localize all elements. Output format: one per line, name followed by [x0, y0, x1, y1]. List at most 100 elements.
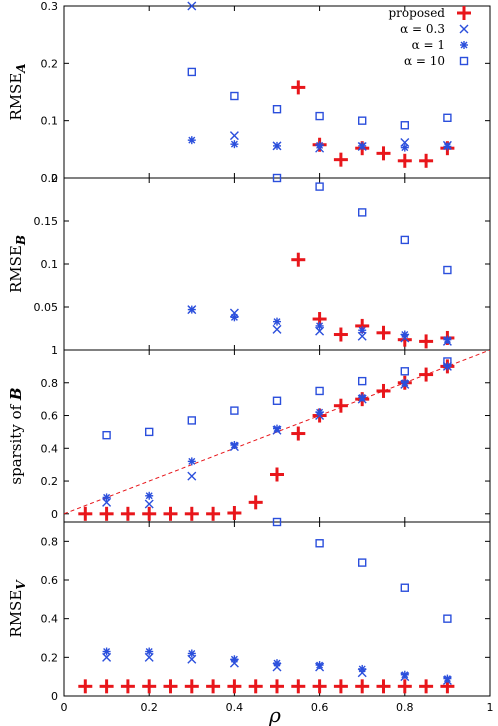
- point-proposed: [99, 679, 114, 694]
- legend-label-alpha-0.3: α = 0.3: [400, 22, 445, 36]
- point--10: [443, 113, 452, 123]
- point--10: [400, 367, 409, 376]
- point--1: [230, 140, 239, 149]
- point--1: [145, 647, 154, 656]
- point-proposed: [376, 383, 391, 398]
- point--0.3: [187, 1, 197, 11]
- point--1: [443, 674, 452, 683]
- point--1: [315, 408, 324, 417]
- y-tick-label: 0.8: [41, 535, 59, 548]
- y-tick-label: 0: [51, 508, 58, 521]
- point--1: [443, 142, 452, 151]
- series-proposed: [78, 359, 455, 521]
- point--1: [358, 141, 367, 150]
- point-proposed: [291, 426, 306, 441]
- point--1: [230, 441, 239, 450]
- point--1: [400, 670, 409, 679]
- legend-label-alpha-10: α = 10: [404, 54, 445, 68]
- point--10: [187, 67, 197, 77]
- point-proposed: [419, 679, 434, 694]
- point-proposed: [120, 506, 135, 521]
- point--10: [443, 357, 452, 366]
- x-tick-label: 0.8: [396, 701, 414, 714]
- point-proposed: [270, 679, 284, 694]
- panel-frame: [63, 521, 491, 697]
- point-proposed: [163, 679, 178, 694]
- point-proposed: [333, 152, 348, 167]
- y-axis-label: sparsity of B: [7, 387, 25, 484]
- point--1: [273, 141, 281, 150]
- point--10: [315, 386, 324, 396]
- y-tick-label: 0.6: [41, 410, 59, 423]
- point-proposed: [291, 679, 306, 694]
- reference-diagonal: [64, 350, 490, 515]
- legend-marker--1: [460, 41, 468, 49]
- x-tick-label: 0.4: [226, 701, 244, 714]
- point--10: [272, 396, 282, 405]
- point--1: [400, 378, 409, 387]
- point--1: [358, 393, 367, 402]
- y-tick-label: 0.1: [41, 115, 59, 128]
- y-tick-label: 0.8: [41, 377, 59, 390]
- x-tick-label: 0.6: [311, 701, 329, 714]
- series--1: [187, 136, 452, 152]
- y-axis-label: RMSEA: [7, 63, 28, 120]
- point-proposed: [333, 398, 348, 413]
- series-proposed: [78, 679, 455, 694]
- point--1: [358, 326, 367, 335]
- point-proposed: [184, 506, 199, 521]
- series--1: [187, 305, 452, 344]
- point--1: [145, 491, 154, 500]
- point--1: [187, 457, 196, 466]
- point--10: [272, 517, 282, 527]
- y-tick-label: 1: [51, 344, 58, 357]
- panel-4: 0 0.2 0.4 0.6 0.8 RMSEV: [7, 517, 491, 703]
- y-tick-label: 0.2: [41, 172, 59, 185]
- legend-marker--0.3: [459, 24, 469, 34]
- legend-label-alpha-1: α = 1: [412, 38, 445, 52]
- point--1: [230, 655, 239, 664]
- point--10: [272, 104, 282, 114]
- point--1: [400, 330, 409, 339]
- y-tick-label: 0.6: [41, 574, 59, 587]
- x-axis-label: ρ: [268, 703, 281, 726]
- point--10: [230, 91, 239, 101]
- series--1: [102, 647, 452, 683]
- y-tick-label: 0: [51, 172, 58, 185]
- point--1: [187, 305, 196, 314]
- point--0.3: [357, 331, 367, 341]
- point-proposed: [333, 327, 348, 342]
- point-proposed: [99, 506, 114, 521]
- point-proposed: [376, 146, 391, 161]
- point-proposed: [248, 679, 263, 694]
- point-proposed: [78, 679, 93, 694]
- series--1: [102, 362, 452, 502]
- point--1: [273, 317, 281, 326]
- point-proposed: [397, 153, 412, 168]
- point--10: [315, 111, 324, 121]
- point-proposed: [291, 80, 306, 95]
- point--1: [358, 664, 367, 673]
- y-tick-label: 0.1: [41, 258, 59, 271]
- point--10: [400, 235, 409, 245]
- series--10: [272, 173, 452, 275]
- point--1: [315, 321, 324, 330]
- panel-3: 0 0.2 0.4 0.6 0.8 1 sparsity of B: [7, 344, 491, 523]
- point--0.3: [144, 499, 154, 509]
- point-proposed: [312, 679, 327, 694]
- point--1: [187, 649, 196, 658]
- point-proposed: [142, 679, 157, 694]
- point--10: [315, 182, 324, 191]
- series--10: [272, 517, 452, 623]
- point--10: [272, 173, 282, 183]
- y-tick-label: 0.2: [41, 651, 59, 664]
- series--10: [187, 67, 452, 130]
- point-proposed: [270, 467, 284, 482]
- point--0.3: [229, 131, 239, 141]
- series--10: [102, 357, 452, 440]
- point-proposed: [376, 679, 391, 694]
- point--1: [273, 659, 281, 668]
- point-proposed: [78, 506, 93, 521]
- y-tick-label: 0.4: [41, 442, 59, 455]
